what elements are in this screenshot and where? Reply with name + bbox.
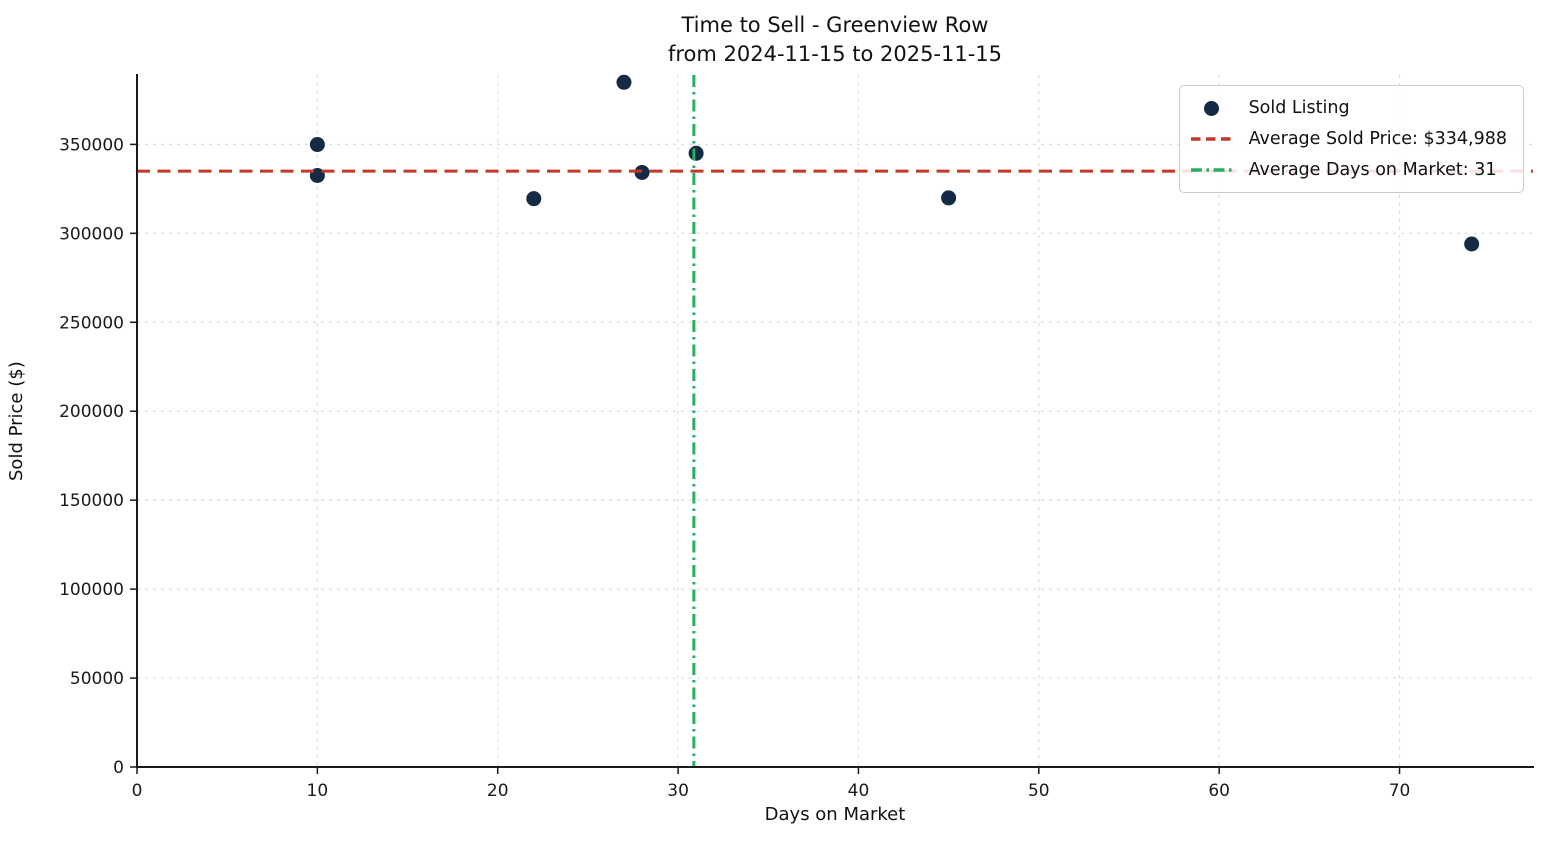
data-point bbox=[634, 164, 650, 180]
avg-price-dashed-line-icon bbox=[1190, 136, 1234, 142]
chart-title: Time to Sell - Greenview Row from 2024-1… bbox=[137, 11, 1533, 69]
x-tick-label: 70 bbox=[1389, 781, 1411, 801]
legend-item-avg-price: Average Sold Price: $334,988 bbox=[1190, 126, 1507, 152]
x-tick-label: 0 bbox=[132, 781, 143, 801]
legend-label-avg-price: Average Sold Price: $334,988 bbox=[1248, 129, 1507, 149]
legend-label-avg-days: Average Days on Market: 31 bbox=[1248, 160, 1497, 180]
x-axis-label: Days on Market bbox=[764, 804, 906, 825]
chart-title-line1: Time to Sell - Greenview Row bbox=[681, 13, 989, 37]
scatter-marker bbox=[1204, 100, 1220, 116]
legend-item-avg-days: Average Days on Market: 31 bbox=[1190, 157, 1507, 183]
y-tick-label: 50000 bbox=[70, 669, 124, 689]
x-tick-label: 40 bbox=[848, 781, 870, 801]
x-tick-label: 20 bbox=[487, 781, 509, 801]
data-point bbox=[688, 145, 704, 161]
data-point bbox=[941, 190, 957, 206]
chart-title-line2: from 2024-11-15 to 2025-11-15 bbox=[667, 42, 1003, 66]
legend: Sold Listing Average Sold Price: $334,98… bbox=[1178, 85, 1524, 193]
y-tick-label: 0 bbox=[113, 758, 124, 778]
data-point bbox=[526, 191, 542, 207]
y-tick-label: 100000 bbox=[59, 580, 124, 600]
data-point bbox=[1464, 236, 1480, 252]
sold-listing-dot-icon bbox=[1190, 100, 1234, 116]
y-tick-label: 200000 bbox=[59, 402, 124, 422]
legend-label-sold-listing: Sold Listing bbox=[1248, 98, 1350, 118]
x-tick-label: 60 bbox=[1208, 781, 1230, 801]
legend-item-sold-listing: Sold Listing bbox=[1190, 95, 1507, 121]
x-tick-label: 10 bbox=[307, 781, 329, 801]
x-tick-label: 30 bbox=[667, 781, 689, 801]
y-tick-label: 250000 bbox=[59, 313, 124, 333]
data-point bbox=[309, 137, 325, 153]
x-tick-label: 50 bbox=[1028, 781, 1050, 801]
y-tick-label: 350000 bbox=[59, 135, 124, 155]
y-tick-label: 150000 bbox=[59, 491, 124, 511]
data-point bbox=[616, 74, 632, 90]
y-tick-label: 300000 bbox=[59, 224, 124, 244]
avg-days-dashdot-line-icon bbox=[1190, 167, 1234, 173]
